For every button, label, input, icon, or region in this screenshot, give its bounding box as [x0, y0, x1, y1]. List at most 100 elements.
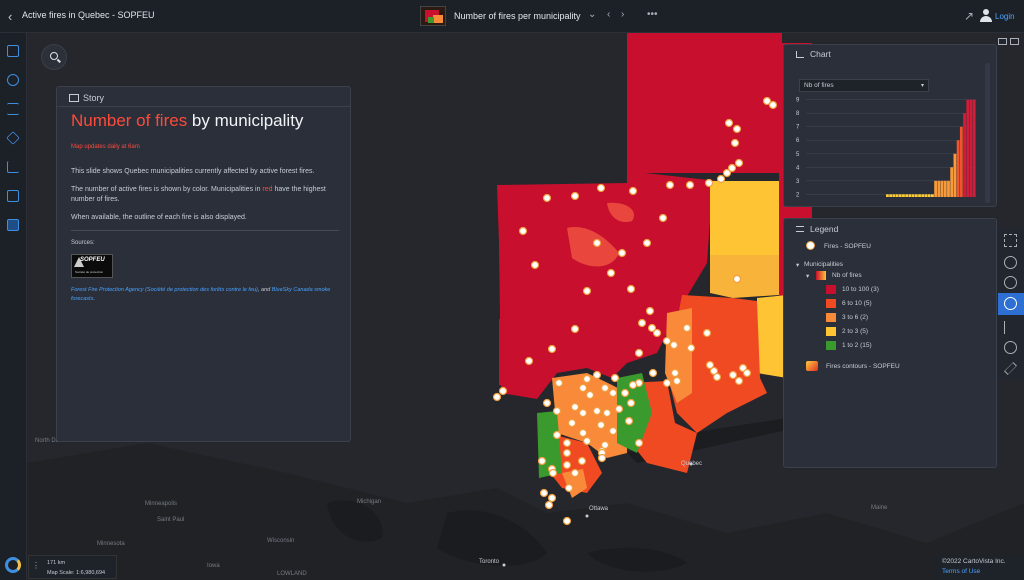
legend-class-label: 10 to 100 (3)	[842, 286, 879, 293]
chart-bar	[905, 194, 909, 197]
identify-icon[interactable]	[1004, 341, 1017, 354]
chart-header: Chart	[796, 49, 831, 59]
collapse-subgroup-icon[interactable]: ▾	[806, 273, 810, 280]
select-arrow-icon[interactable]	[1004, 321, 1017, 334]
zoom-out-icon[interactable]	[1004, 276, 1017, 289]
legend-class-swatch	[826, 341, 836, 350]
next-view-button[interactable]: ›	[621, 9, 625, 20]
login-link[interactable]: Login	[995, 12, 1015, 21]
bar-chart-icon	[796, 51, 804, 58]
drag-handle-icon[interactable]: ⋮	[32, 561, 40, 570]
map-icon[interactable]	[7, 45, 19, 57]
chart-bar	[921, 194, 925, 197]
map-label-maine: Maine	[871, 505, 888, 511]
chart-bar	[914, 194, 918, 197]
zoom-in-icon[interactable]	[1004, 256, 1017, 269]
bluesky-link[interactable]: BlueSky Canada smoke forecasts	[71, 287, 331, 302]
legend-header: Legend	[796, 224, 838, 234]
sopfeu-logo[interactable]: SOPFEU Société de protection	[71, 254, 113, 278]
chart-bar	[902, 194, 905, 197]
scale-distance: 171 km	[47, 560, 66, 566]
app-title[interactable]: Active fires in Quebec - SOPFEU	[22, 10, 155, 20]
chart-bar	[911, 194, 915, 197]
user-icon[interactable]	[980, 8, 992, 22]
list-icon[interactable]	[7, 103, 19, 115]
previous-view-button[interactable]: ‹	[607, 9, 611, 20]
chart-bar	[969, 99, 973, 197]
update-note: Map updates daily at 6am	[71, 144, 140, 150]
story-paragraph-2: The number of active fires is shown by c…	[71, 186, 326, 203]
search-button[interactable]	[41, 44, 67, 70]
fullscreen-icon[interactable]	[1004, 234, 1017, 247]
more-options-icon[interactable]: •••	[647, 9, 658, 20]
legend-panel: Legend Fires - SOPFEU ▾ Municipalities ▾…	[783, 218, 997, 468]
left-toolbar	[0, 33, 27, 580]
legend-nb-fires-label: Nb of fires	[832, 272, 862, 279]
chart-bar	[950, 167, 954, 197]
chart-bar	[966, 99, 970, 197]
map-label-north-dakota: North Dakota	[35, 438, 71, 444]
measure-icon[interactable]	[1004, 362, 1017, 375]
map-label-michigan: Michigan	[357, 499, 382, 505]
hand-icon	[1004, 297, 1017, 310]
search-icon	[50, 52, 58, 60]
chart-bar	[972, 99, 976, 197]
chart-panel: Chart Nb of fires ▾ 2 3 4 5 6 7 8 9	[783, 44, 997, 207]
chart-bar	[918, 194, 921, 197]
share-icon[interactable]: ↗	[964, 9, 975, 23]
terms-link[interactable]: Terms of Use	[942, 568, 981, 575]
y-tick-label: 8	[796, 111, 800, 117]
y-tick-label: 5	[796, 152, 800, 158]
chart-icon[interactable]	[7, 161, 19, 173]
chart-field-select[interactable]: Nb of fires ▾	[799, 79, 929, 92]
legend-class-swatch	[826, 285, 836, 294]
fire-point-icon	[806, 241, 815, 250]
map-label-quebec: Quebec	[681, 461, 703, 467]
chart-scrollbar[interactable]	[985, 63, 990, 203]
view-thumbnail[interactable]	[420, 6, 446, 26]
chart-bar	[886, 194, 889, 197]
book-icon	[69, 94, 79, 102]
collapse-icon[interactable]: ▾	[796, 262, 800, 269]
legend-class-label: 2 to 3 (5)	[842, 328, 869, 335]
story-icon[interactable]	[7, 219, 19, 231]
chart-bar	[895, 194, 899, 197]
sources-label: Sources:	[71, 240, 95, 246]
legend-icon	[796, 226, 804, 232]
view-title[interactable]: Number of fires per municipality	[454, 11, 581, 21]
info-icon[interactable]	[7, 74, 19, 86]
y-tick-label: 9	[796, 98, 800, 104]
map-label-wisconsin: Wisconsin	[267, 538, 295, 544]
basemap-icon[interactable]	[998, 38, 1007, 45]
scale-ratio: Map Scale: 1:6,980,694	[47, 570, 106, 576]
sopfeu-link[interactable]: Forest Fire Protection Agency (Société d…	[71, 287, 258, 293]
chart-bar	[963, 113, 966, 197]
layers-icon[interactable]	[6, 131, 20, 145]
chart-plot: 2 3 4 5 6 7 8 9	[796, 98, 976, 198]
chart-bar	[934, 180, 938, 197]
map-scale: ⋮ 171 km Map Scale: 1:6,980,694	[28, 555, 117, 579]
y-tick-label: 6	[796, 138, 800, 144]
legend-class-label: 3 to 6 (2)	[842, 314, 869, 321]
table-icon[interactable]	[7, 190, 19, 202]
attribution: ©2022 CartoVista Inc. Terms of Use	[936, 555, 1024, 580]
chart-bar	[898, 194, 902, 197]
screen-icon[interactable]	[1010, 38, 1019, 45]
story-title: Number of fires by municipality	[71, 111, 304, 130]
chevron-down-icon: ▾	[920, 83, 924, 89]
top-bar: ‹ Active fires in Quebec - SOPFEU Number…	[0, 0, 1024, 33]
y-tick-label: 4	[796, 165, 800, 171]
class-ramp-icon	[816, 271, 826, 280]
map-tools	[998, 228, 1024, 380]
chart-bar	[908, 194, 912, 197]
chart-bar	[937, 180, 941, 197]
chart-bar	[953, 153, 957, 197]
legend-contours-label: Fires contours - SOPFEU	[826, 363, 900, 370]
legend-class-swatch	[826, 327, 836, 336]
legend-municipalities-label[interactable]: Municipalities	[804, 261, 844, 268]
cartovista-logo-icon	[5, 557, 21, 573]
source-credits: Forest Fire Protection Agency (Société d…	[71, 287, 331, 302]
view-dropdown-icon[interactable]: ⌄	[588, 9, 597, 20]
map-label-ottawa: Ottawa	[589, 506, 609, 512]
back-arrow-icon[interactable]: ‹	[8, 9, 13, 24]
